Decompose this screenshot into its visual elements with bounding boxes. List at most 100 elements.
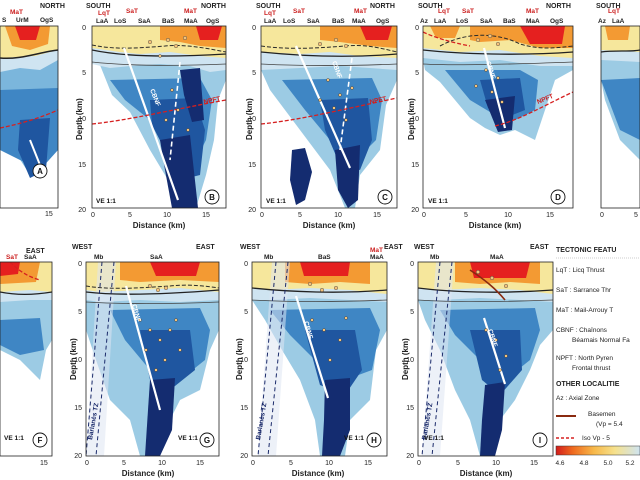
legend-item: Iso Vp - 5 bbox=[582, 435, 610, 442]
panel-c: SOUTH NORTH LqT SaT MaT bbox=[245, 3, 398, 230]
x-axis-label: Distance (km) bbox=[122, 469, 175, 478]
y-tick: 15 bbox=[248, 162, 256, 169]
region-label: Az bbox=[598, 18, 607, 25]
x-axis-label: Distance (km) bbox=[292, 469, 345, 478]
region-label: LaA bbox=[264, 18, 277, 25]
panel-b: SOUTH NORTH LqT SaT MaT bbox=[75, 3, 227, 230]
region-label: BaS bbox=[318, 254, 331, 261]
panel-h: WEST EAST MaT Mb BaS MaA bbox=[235, 244, 403, 478]
fault-label: MaT bbox=[526, 8, 539, 15]
y-tick: 10 bbox=[240, 357, 248, 364]
region-label: Mb bbox=[94, 254, 103, 261]
direction-label: EAST bbox=[384, 244, 403, 251]
x-tick: 15 bbox=[202, 212, 210, 219]
fault-label: MaT bbox=[184, 8, 197, 15]
x-tick: 15 bbox=[364, 460, 372, 467]
x-tick: 15 bbox=[546, 212, 554, 219]
panel-letter: D bbox=[555, 193, 561, 202]
region-label: SaA bbox=[480, 18, 493, 25]
x-tick: 0 bbox=[417, 460, 421, 467]
x-tick: 5 bbox=[456, 460, 460, 467]
fault-label: MaT bbox=[354, 8, 367, 15]
region-label: MaA bbox=[370, 254, 384, 261]
fault-label: MaT bbox=[10, 9, 23, 16]
y-tick: 5 bbox=[244, 309, 248, 316]
x-tick: 0 bbox=[422, 212, 426, 219]
x-tick: 5 bbox=[128, 212, 132, 219]
panel-e: SOUTH LqT Az LaA 0 5 bbox=[596, 3, 640, 219]
direction-label: NORTH bbox=[40, 3, 65, 10]
fault-label: CBNF bbox=[302, 321, 314, 340]
region-label: SaA bbox=[24, 254, 37, 261]
region-label: MaA bbox=[490, 254, 504, 261]
y-tick: 5 bbox=[410, 309, 414, 316]
y-tick: 10 bbox=[411, 116, 419, 123]
legend-item: Az : Axial Zone bbox=[556, 395, 600, 402]
legend-title: TECTONIC FEATU bbox=[556, 247, 616, 254]
region-label: SaA bbox=[138, 18, 151, 25]
region-label: OgS bbox=[40, 17, 54, 24]
panel-letter: A bbox=[37, 167, 43, 176]
y-axis-label: Depth (km) bbox=[245, 98, 254, 140]
x-axis-label: Distance (km) bbox=[303, 221, 356, 230]
y-tick: 0 bbox=[244, 261, 248, 268]
direction-label: WEST bbox=[240, 244, 261, 251]
y-tick: 15 bbox=[411, 162, 419, 169]
ve-label: VE 1:1 bbox=[96, 198, 116, 205]
panel-letter: C bbox=[382, 193, 388, 202]
fault-label: CBNF bbox=[130, 304, 142, 323]
direction-label: EAST bbox=[26, 248, 45, 255]
direction-label: WEST bbox=[414, 244, 435, 251]
x-tick: 5 bbox=[634, 212, 638, 219]
colorbar-tick: 5.0 bbox=[603, 460, 612, 467]
y-tick: 5 bbox=[415, 70, 419, 77]
ve-label: VE 1:1 bbox=[424, 435, 444, 442]
x-tick: 5 bbox=[298, 212, 302, 219]
ve-label: VE 1:1 bbox=[344, 435, 364, 442]
legend-item: NPFT : North Pyren bbox=[556, 355, 613, 362]
fault-label: LqT bbox=[98, 10, 110, 17]
direction-label: WEST bbox=[72, 244, 93, 251]
y-tick: 15 bbox=[74, 405, 82, 412]
legend-item: Frontal thrust bbox=[572, 365, 610, 372]
x-tick: 15 bbox=[40, 460, 48, 467]
x-tick: 10 bbox=[158, 460, 166, 467]
y-tick: 20 bbox=[248, 207, 256, 214]
x-tick: 5 bbox=[289, 460, 293, 467]
y-tick: 0 bbox=[78, 261, 82, 268]
region-label: LaA bbox=[612, 18, 625, 25]
direction-label: NORTH bbox=[546, 3, 571, 10]
region-label: OgS bbox=[206, 18, 220, 25]
y-tick: 20 bbox=[411, 207, 419, 214]
y-tick: 5 bbox=[78, 309, 82, 316]
region-label: Mb bbox=[264, 254, 273, 261]
region-label: LoS bbox=[114, 18, 127, 25]
y-tick: 20 bbox=[74, 453, 82, 460]
x-tick: 15 bbox=[196, 460, 204, 467]
y-tick: 0 bbox=[410, 261, 414, 268]
legend-item: CBNF : Chaînons bbox=[556, 327, 608, 334]
legend-item: LqT : Licq Thrust bbox=[556, 267, 605, 274]
direction-label: SOUTH bbox=[418, 3, 443, 10]
colorbar-tick: 4.8 bbox=[579, 460, 588, 467]
x-tick: 15 bbox=[373, 212, 381, 219]
ve-label: VE 1:1 bbox=[4, 435, 24, 442]
panel-a: S MaT UrM OgS NORTH 15 A bbox=[0, 3, 65, 218]
ve-label: VE 1:1 bbox=[178, 435, 198, 442]
ve-label: VE 1:1 bbox=[266, 198, 286, 205]
region-label: LaA bbox=[96, 18, 109, 25]
panel-letter: F bbox=[38, 436, 43, 445]
legend-item: MaT : Mail-Arrouy T bbox=[556, 307, 613, 314]
y-tick: 20 bbox=[406, 453, 414, 460]
region-label: OgS bbox=[376, 18, 390, 25]
x-tick: 0 bbox=[85, 460, 89, 467]
region-label: MaA bbox=[352, 18, 366, 25]
region-label: MaA bbox=[526, 18, 540, 25]
region-label: LaA bbox=[434, 18, 447, 25]
legend-section-title: OTHER LOCALITIE bbox=[556, 381, 620, 388]
x-axis-label: Distance (km) bbox=[469, 221, 522, 230]
panel-letter: I bbox=[539, 436, 541, 445]
y-tick: 15 bbox=[406, 405, 414, 412]
y-tick: 20 bbox=[78, 207, 86, 214]
x-tick: 5 bbox=[464, 212, 468, 219]
